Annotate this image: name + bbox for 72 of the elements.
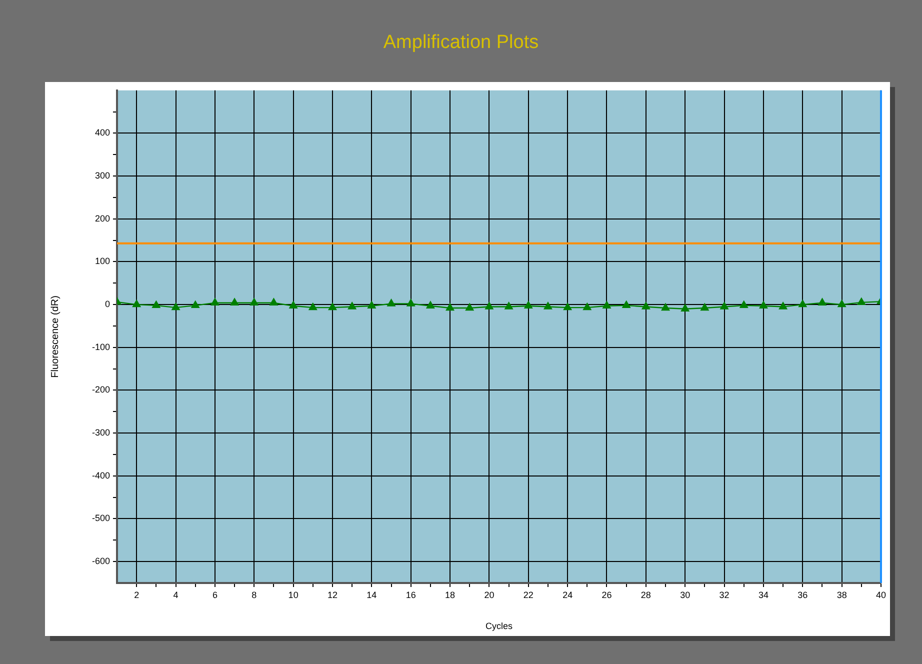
point: [583, 302, 592, 310]
x-tick-label: 26: [602, 590, 612, 600]
y-tick-label: 0: [104, 299, 110, 310]
point: [818, 298, 826, 306]
point: [798, 300, 807, 308]
x-tick-label: 16: [406, 590, 416, 600]
x-tick-label: 24: [562, 590, 573, 600]
chart-title: Amplification Plots: [382, 32, 540, 54]
x-tick-label: 10: [288, 590, 298, 600]
x-tick-label: 2: [134, 590, 140, 600]
point: [426, 301, 434, 308]
x-tick-label: 14: [366, 590, 377, 600]
x-tick-label: 40: [876, 590, 886, 600]
point: [328, 302, 337, 310]
point: [661, 303, 670, 311]
x-tick-label: 38: [836, 590, 847, 600]
x-tick-label: 22: [523, 590, 534, 600]
point: [838, 300, 846, 308]
y-tick-label: -500: [92, 513, 110, 524]
point: [466, 303, 474, 311]
point: [191, 300, 200, 308]
point: [132, 300, 141, 308]
x-tick-label: 4: [173, 590, 178, 600]
point: [270, 298, 278, 306]
point: [857, 298, 866, 306]
point: [368, 301, 376, 308]
point: [720, 302, 728, 310]
point: [700, 303, 709, 311]
y-tick-label: 300: [94, 170, 110, 181]
x-tick-label: 34: [758, 590, 768, 600]
point: [759, 301, 768, 308]
y-tick-label: -100: [92, 342, 110, 352]
point: [622, 300, 630, 308]
x-tick-label: 28: [640, 590, 651, 600]
point: [446, 303, 454, 311]
point: [544, 302, 552, 310]
point: [778, 302, 788, 310]
y-tick-label: -400: [92, 470, 110, 480]
point: [406, 299, 415, 306]
x-axis-title: Cycles: [485, 621, 513, 632]
x-tick-label: 6: [212, 590, 218, 600]
y-tick-label: 200: [94, 213, 110, 224]
point: [485, 302, 494, 310]
point: [308, 302, 317, 310]
point: [387, 299, 396, 306]
point: [524, 301, 532, 308]
point: [740, 300, 748, 308]
y-tick-label: 100: [94, 256, 110, 266]
point: [602, 301, 611, 308]
x-tick-label: 12: [327, 590, 338, 600]
point: [642, 302, 650, 310]
x-tick-label: 18: [445, 590, 456, 600]
point: [564, 302, 572, 310]
y-axis-title: Fluorescence (dR): [50, 296, 61, 378]
point: [504, 302, 513, 310]
y-tick-label: -600: [92, 556, 110, 566]
point: [289, 301, 298, 308]
point: [681, 304, 690, 312]
x-tick-label: 20: [484, 590, 494, 600]
x-tick-label: 32: [719, 590, 730, 600]
y-tick-label: -300: [92, 428, 110, 438]
point: [230, 298, 239, 306]
y-tick-label: 400: [94, 128, 110, 138]
x-tick-label: 8: [252, 590, 257, 600]
point: [250, 298, 258, 306]
y-tick-label: -200: [92, 384, 110, 395]
x-tick-label: 36: [798, 590, 808, 600]
point: [210, 298, 220, 306]
x-tick-label: 30: [680, 590, 690, 600]
point: [348, 302, 356, 310]
point: [152, 300, 160, 308]
point: [172, 302, 180, 310]
